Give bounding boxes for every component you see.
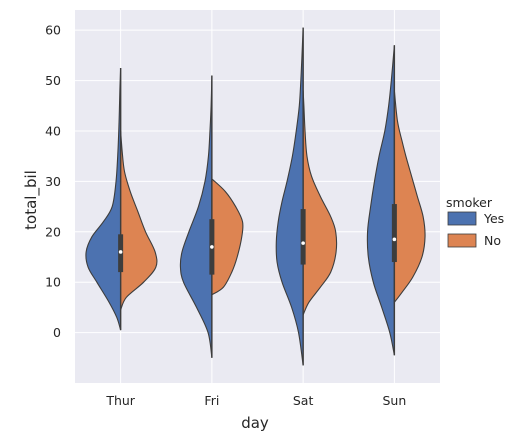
y-tick-label: 50: [45, 73, 61, 88]
violin-thur: [85, 67, 158, 331]
x-axis-label: day: [241, 414, 269, 432]
violin-sat: [275, 27, 338, 366]
y-tick-label: 40: [45, 123, 61, 138]
median-point: [392, 237, 397, 242]
legend-swatch-no: [447, 233, 477, 248]
x-tick-label-sat: Sat: [293, 393, 314, 408]
median-point: [118, 250, 123, 254]
violin-fri: [179, 75, 244, 358]
y-tick-label: 0: [53, 325, 61, 340]
iqr-box: [391, 204, 397, 263]
y-tick-label: 60: [45, 23, 61, 38]
median-point: [210, 245, 214, 249]
violin-half-yes-thur: [85, 67, 122, 331]
x-tick-label-sun: Sun: [382, 393, 406, 408]
legend-entries: Yes No: [447, 211, 504, 248]
legend-swatch-yes: [447, 211, 477, 226]
violin-half-no-thur: [120, 130, 158, 311]
violins: [85, 27, 426, 366]
x-tick-label-thur: Thur: [105, 393, 135, 408]
y-tick-label: 20: [45, 224, 61, 239]
violin-half-no-sat: [302, 90, 338, 316]
y-axis-label: total_bil: [22, 170, 41, 230]
violin-half-yes-sat: [275, 27, 304, 366]
y-tick-label: 10: [45, 275, 61, 290]
violin-half-yes-fri: [179, 75, 213, 358]
y-tick-labels: 0 10 20 30 40 50 60: [45, 23, 61, 340]
x-tick-labels: Thur Fri Sat Sun: [105, 393, 406, 408]
median-point: [301, 241, 305, 245]
violin-half-no-sun: [393, 90, 426, 304]
x-tick-label-fri: Fri: [204, 393, 219, 408]
legend-label-no: No: [484, 233, 501, 248]
y-tick-label: 30: [45, 174, 61, 189]
legend: smoker Yes No: [446, 195, 504, 248]
violin-sun: [366, 45, 426, 356]
violin-half-yes-sun: [366, 45, 395, 356]
legend-title: smoker: [446, 195, 493, 210]
iqr-box: [300, 209, 306, 265]
violin-half-no-fri: [211, 177, 244, 296]
legend-label-yes: Yes: [483, 211, 504, 226]
